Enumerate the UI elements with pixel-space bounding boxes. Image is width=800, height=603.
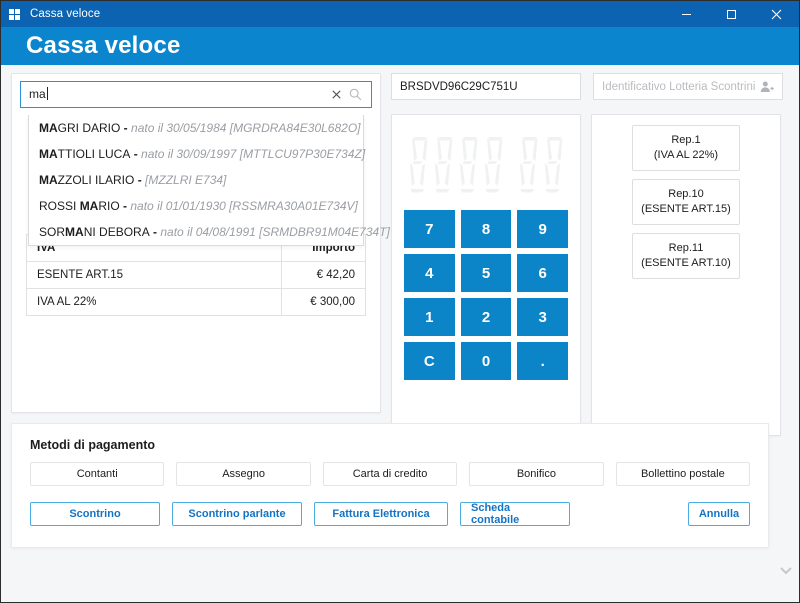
seven-segment-digit xyxy=(519,136,537,192)
key-clear[interactable]: C xyxy=(404,342,455,380)
payment-title: Metodi di pagamento xyxy=(30,438,155,452)
seven-segment-digit xyxy=(459,136,477,192)
cancel-button[interactable]: Annulla xyxy=(688,502,750,526)
window-title: Cassa veloce xyxy=(30,8,101,20)
seven-segment-digit xyxy=(484,136,502,192)
key-9[interactable]: 9 xyxy=(517,210,568,248)
title-bar: Cassa veloce xyxy=(1,1,799,27)
iva-table-wrap: IVA Importo ESENTE ART.15 € 42,20 IVA AL… xyxy=(26,234,366,316)
codice-fiscale-field[interactable]: BRSDVD96C29C751U xyxy=(391,73,581,100)
cell-importo: € 300,00 xyxy=(281,288,366,316)
fattura-elettronica-button[interactable]: Fattura Elettronica xyxy=(314,502,448,526)
scheda-contabile-button[interactable]: Scheda contabile xyxy=(460,502,570,526)
top-row: ma MAGRI DARIO - nato il 30/05/1984 [MGR… xyxy=(1,65,799,436)
key-0[interactable]: 0 xyxy=(460,342,512,380)
key-6[interactable]: 6 xyxy=(517,254,568,292)
seven-segment-digit xyxy=(544,136,562,192)
reparto-label: Rep.11 xyxy=(668,242,704,254)
cell-importo: € 42,20 xyxy=(281,261,366,289)
codice-fiscale-value: BRSDVD96C29C751U xyxy=(400,80,518,93)
reparto-sublabel: (IVA AL 22%) xyxy=(653,149,719,161)
key-2[interactable]: 2 xyxy=(460,298,512,336)
reparto-button-11[interactable]: Rep.11 (ESENTE ART.10) xyxy=(632,233,740,279)
key-1[interactable]: 1 xyxy=(404,298,455,336)
seven-segment-group xyxy=(408,135,565,195)
iva-table: IVA Importo ESENTE ART.15 € 42,20 IVA AL… xyxy=(26,234,366,316)
chevron-down-icon[interactable] xyxy=(779,564,793,580)
reparto-label: Rep.1 xyxy=(671,134,701,146)
scontrino-button[interactable]: Scontrino xyxy=(30,502,160,526)
amount-display xyxy=(392,115,580,210)
search-input[interactable]: ma xyxy=(20,81,372,108)
page-title: Cassa veloce xyxy=(26,32,181,59)
key-4[interactable]: 4 xyxy=(404,254,455,292)
lotteria-field[interactable]: Identificativo Lotteria Scontrini xyxy=(593,73,783,100)
reparto-button-1[interactable]: Rep.1 (IVA AL 22%) xyxy=(632,125,740,171)
main-content: ma MAGRI DARIO - nato il 30/05/1984 [MGR… xyxy=(1,65,799,602)
maximize-icon[interactable] xyxy=(709,1,754,27)
key-8[interactable]: 8 xyxy=(460,210,512,248)
minimize-icon[interactable] xyxy=(664,1,709,27)
seven-segment-digit xyxy=(434,136,452,192)
payment-method-assegno[interactable]: Assegno xyxy=(176,462,311,486)
payment-methods-row: Contanti Assegno Carta di credito Bonifi… xyxy=(30,462,751,486)
list-item[interactable]: SORMANI DEBORA - nato il 04/08/1991 [SRM… xyxy=(39,225,390,239)
reparto-sublabel: (ESENTE ART.10) xyxy=(641,257,731,269)
payment-panel: Metodi di pagamento Contanti Assegno Car… xyxy=(11,423,769,548)
reparto-label: Rep.10 xyxy=(668,188,704,200)
app-header: Cassa veloce xyxy=(1,27,799,65)
search-input-value: ma xyxy=(29,87,48,101)
customer-panel: ma MAGRI DARIO - nato il 30/05/1984 [MGR… xyxy=(11,73,390,413)
payment-method-bollettino-postale[interactable]: Bollettino postale xyxy=(615,462,751,486)
list-item[interactable]: MATTIOLI LUCA - nato il 30/09/1997 [MTTL… xyxy=(39,147,366,161)
table-row: IVA AL 22% € 300,00 xyxy=(26,288,366,316)
key-3[interactable]: 3 xyxy=(517,298,568,336)
cell-iva: IVA AL 22% xyxy=(26,288,282,316)
cell-iva: ESENTE ART.15 xyxy=(26,261,282,289)
reparto-button-10[interactable]: Rep.10 (ESENTE ART.15) xyxy=(632,179,740,225)
search-wrap: ma MAGRI DARIO - nato il 30/05/1984 [MGR… xyxy=(20,81,390,246)
action-buttons-row: Scontrino Scontrino parlante Fattura Ele… xyxy=(30,502,750,526)
key-decimal[interactable]: . xyxy=(517,342,568,380)
reparto-sublabel: (ESENTE ART.15) xyxy=(641,203,731,215)
key-5[interactable]: 5 xyxy=(460,254,512,292)
key-7[interactable]: 7 xyxy=(404,210,455,248)
list-item[interactable]: ROSSI MARIO - nato il 01/01/1930 [RSSMRA… xyxy=(39,199,358,213)
search-results-dropdown: MAGRI DARIO - nato il 30/05/1984 [MGRDRA… xyxy=(28,115,390,246)
clear-x-icon[interactable] xyxy=(327,86,345,104)
payment-method-carta-di-credito[interactable]: Carta di credito xyxy=(322,462,458,486)
scontrino-parlante-button[interactable]: Scontrino parlante xyxy=(172,502,302,526)
top-inputs: BRSDVD96C29C751U Identificativo Lotteria… xyxy=(391,73,789,100)
list-item[interactable]: MAGRI DARIO - nato il 30/05/1984 [MGRDRA… xyxy=(39,121,361,135)
numeric-keypad: 7 8 9 4 5 6 1 2 3 C 0 . xyxy=(392,210,580,392)
person-add-icon[interactable] xyxy=(760,80,774,93)
payment-method-contanti[interactable]: Contanti xyxy=(30,462,165,486)
search-icon[interactable] xyxy=(345,86,365,104)
app-tiles-icon xyxy=(9,7,23,21)
table-row: ESENTE ART.15 € 42,20 xyxy=(26,261,366,289)
reparti-panel: Rep.1 (IVA AL 22%) Rep.10 (ESENTE ART.15… xyxy=(591,114,781,436)
keypad-panel: 7 8 9 4 5 6 1 2 3 C 0 . xyxy=(391,114,581,436)
payment-method-bonifico[interactable]: Bonifico xyxy=(469,462,604,486)
close-icon[interactable] xyxy=(754,1,799,27)
list-item[interactable]: MAZZOLI ILARIO - [MZZLRI E734] xyxy=(39,173,227,187)
lotteria-placeholder: Identificativo Lotteria Scontrini xyxy=(602,80,756,93)
seven-segment-digit xyxy=(409,136,427,192)
